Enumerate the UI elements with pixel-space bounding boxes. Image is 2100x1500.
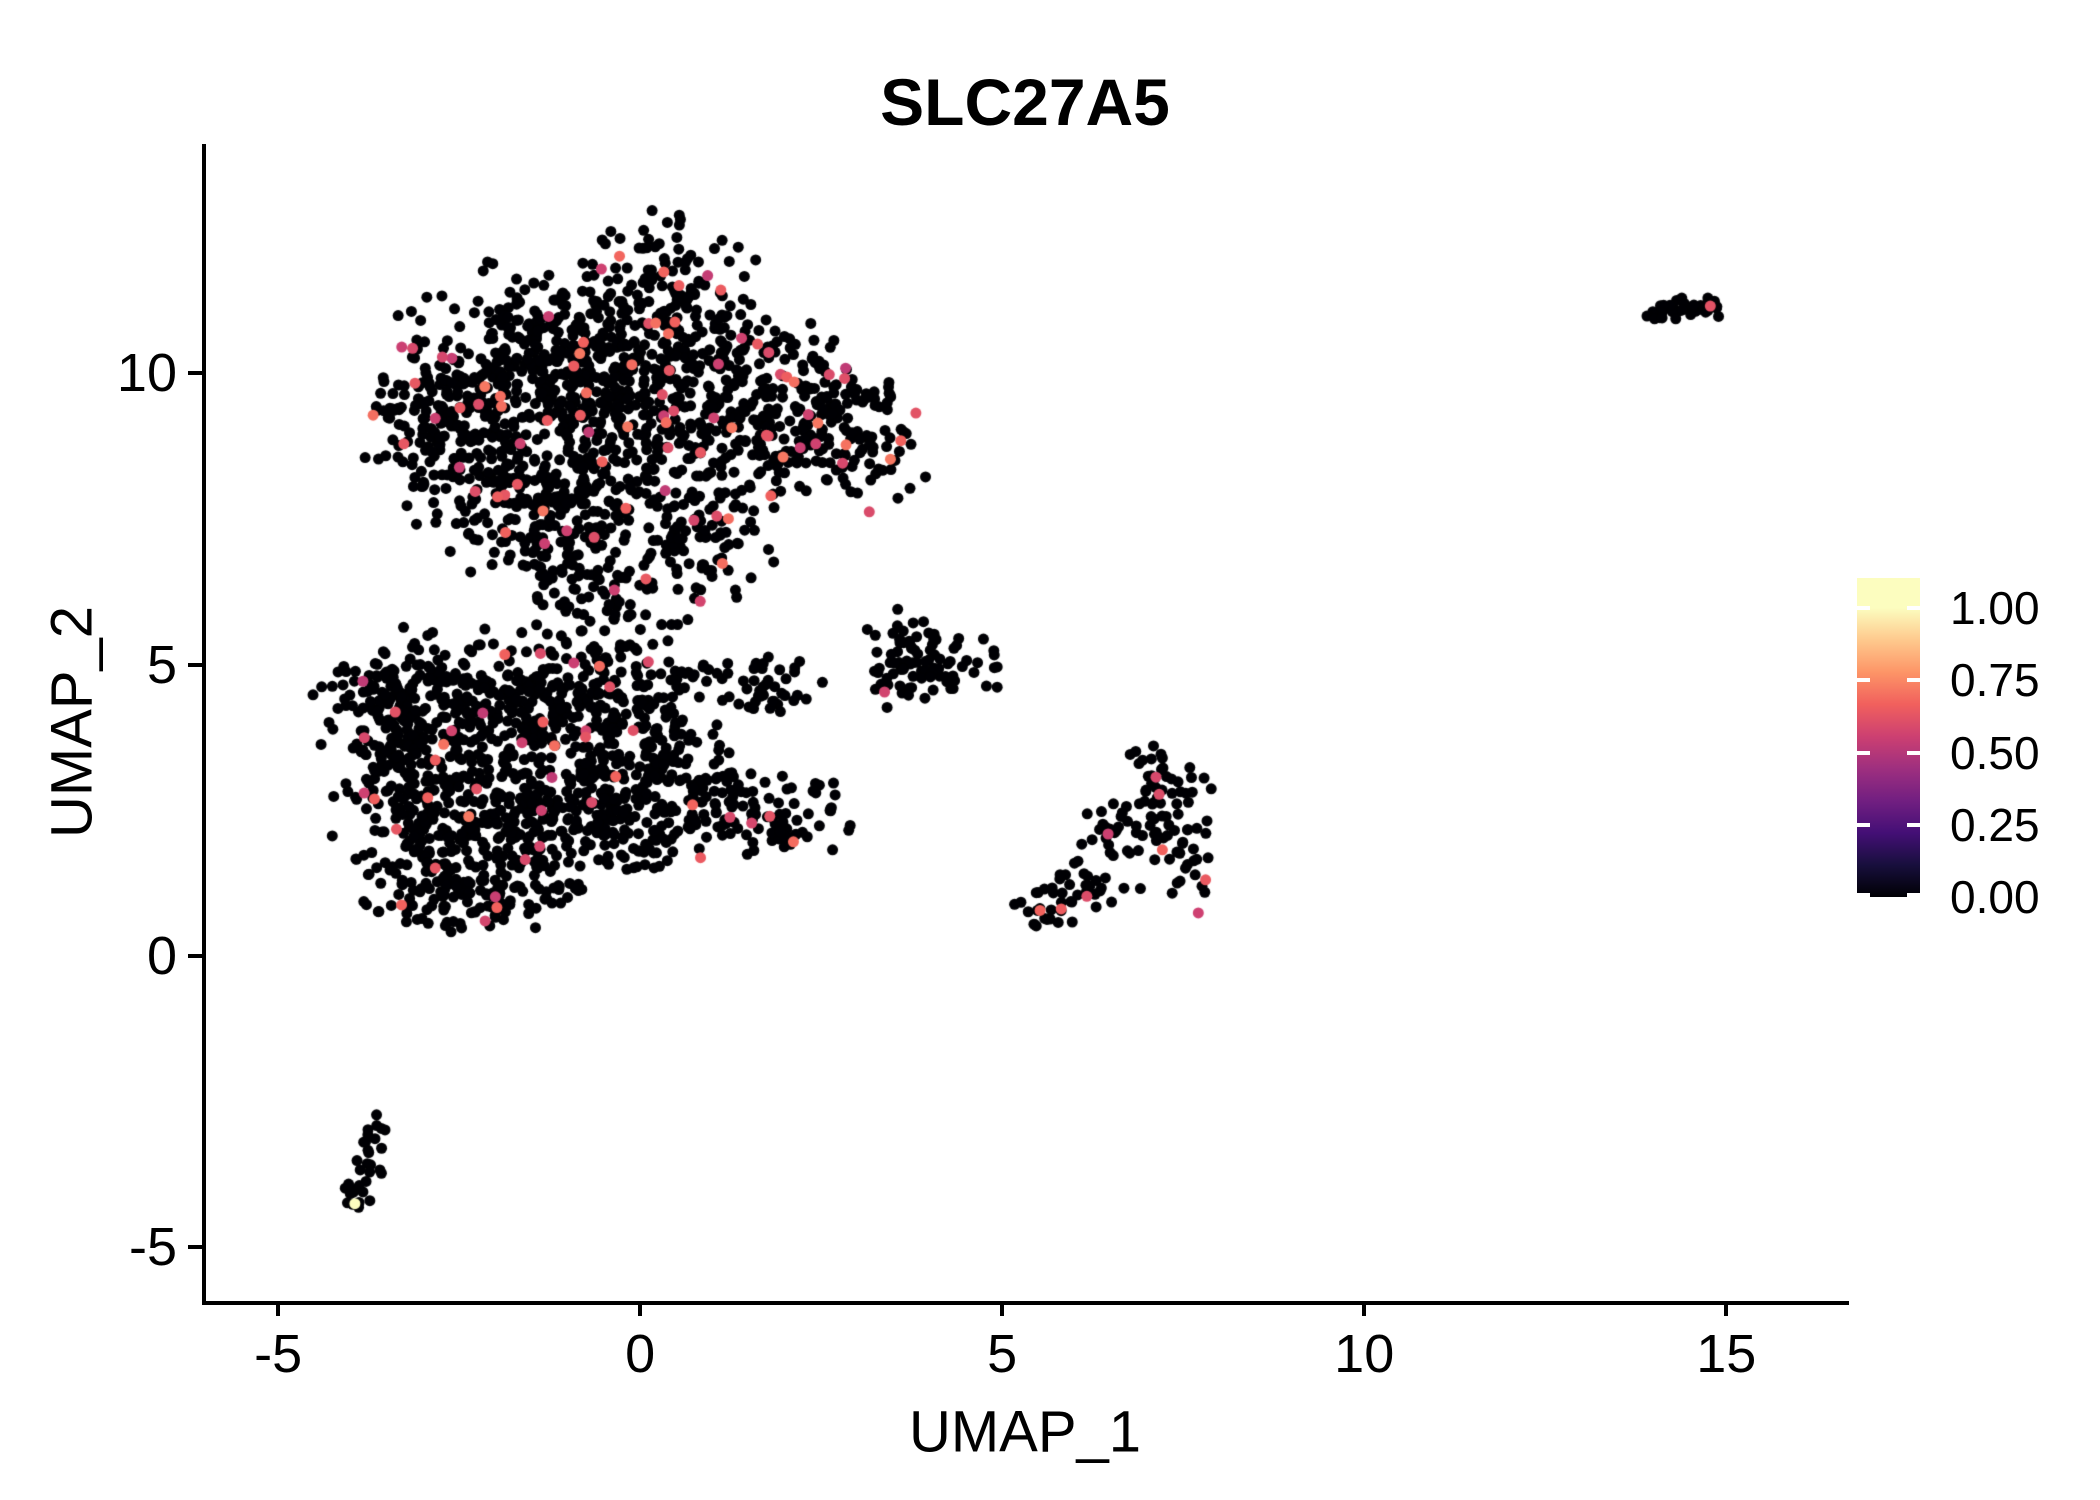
x-axis-title: UMAP_1	[908, 1399, 1142, 1465]
x-tick-label: 15	[1696, 1324, 1757, 1384]
y-axis-title: UMAP_2	[39, 605, 105, 839]
y-tick-label: 5	[146, 634, 177, 695]
colorbar-notch	[1907, 822, 1920, 827]
y-tick-label: -5	[128, 1217, 177, 1278]
x-tick-label: 5	[987, 1324, 1018, 1384]
colorbar-tick-label: 0.25	[1950, 798, 2040, 851]
colorbar-notch	[1907, 893, 1920, 897]
colorbar-notch	[1857, 606, 1870, 611]
colorbar-notch	[1907, 606, 1920, 611]
colorbar-notch	[1857, 678, 1870, 683]
x-axis-line	[202, 1301, 1849, 1305]
y-axis-line	[202, 144, 206, 1305]
y-tick-mark	[188, 953, 203, 958]
x-tick-mark	[1000, 1301, 1005, 1316]
y-tick-mark	[188, 1245, 203, 1250]
colorbar-tick-label: 1.00	[1950, 582, 2040, 635]
x-tick-mark	[1362, 1301, 1367, 1316]
y-tick-label: 0	[146, 925, 177, 986]
x-tick-label: -5	[254, 1324, 303, 1384]
y-tick-mark	[188, 371, 203, 376]
colorbar	[1857, 578, 1920, 897]
x-tick-mark	[638, 1301, 643, 1316]
colorbar-tick-label: 0.50	[1950, 726, 2040, 779]
plot-title: SLC27A5	[880, 65, 1170, 139]
colorbar-tick-label: 0.75	[1950, 654, 2040, 707]
colorbar-notch	[1907, 750, 1920, 755]
colorbar-tick-label: 0.00	[1950, 871, 2040, 923]
colorbar-gradient	[1857, 578, 1920, 897]
colorbar-notch	[1907, 678, 1920, 683]
colorbar-notch	[1857, 822, 1870, 827]
y-tick-label: 10	[116, 343, 177, 404]
x-tick-mark	[276, 1301, 281, 1316]
x-tick-mark	[1724, 1301, 1729, 1316]
colorbar-notch	[1857, 893, 1870, 897]
y-tick-mark	[188, 662, 203, 667]
x-tick-label: 0	[625, 1324, 656, 1384]
colorbar-notch	[1857, 750, 1870, 755]
x-tick-label: 10	[1334, 1324, 1395, 1384]
